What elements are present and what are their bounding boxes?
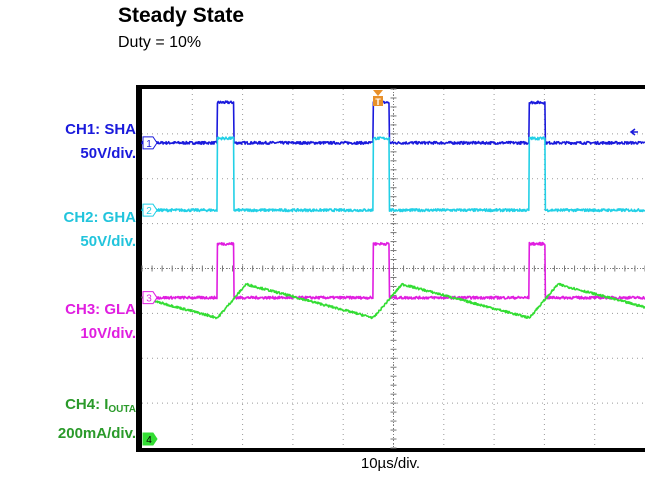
chart-subtitle: Duty = 10% — [118, 34, 202, 51]
ch1-label-block: CH1: SHA 50V/div. — [65, 118, 136, 166]
ch3-scale: 10V/div. — [80, 325, 136, 342]
channel-marker-label: 3 — [146, 294, 152, 305]
channel-marker-label: 1 — [146, 139, 152, 150]
ch1-scale: 50V/div. — [80, 145, 136, 162]
ch1-trace — [141, 100, 645, 145]
ch2-scale: 50V/div. — [80, 233, 136, 250]
channel-marker-label: 4 — [146, 435, 152, 446]
ch2-label: CH2: GHA — [63, 209, 136, 226]
channel-marker-2 — [142, 203, 158, 217]
channel-marker-4 — [142, 432, 158, 446]
ch3-label-block: CH3: GLA 10V/div. — [65, 298, 136, 346]
channel-marker-1 — [142, 136, 158, 150]
ch2-trace — [141, 136, 645, 213]
ch1-offset-arrow-icon — [629, 128, 638, 136]
trigger-box — [373, 96, 383, 106]
trigger-arrow-icon — [373, 90, 383, 96]
x-axis-label: 10µs/div. — [360, 455, 421, 472]
ch4-label-block: CH4: IOUTA 200mA/div. — [58, 393, 136, 446]
grid — [141, 88, 645, 449]
ch4-trace — [141, 282, 645, 320]
ch4-label: CH4: IOUTA — [65, 396, 136, 415]
oscilloscope-screen: 1 2 3 4 T — [136, 85, 645, 452]
traces — [141, 100, 645, 320]
channel-markers: 1 2 3 4 — [142, 136, 158, 446]
channel-marker-label: 2 — [146, 206, 152, 217]
chart-title: Steady State — [118, 4, 245, 27]
ch3-label: CH3: GLA — [65, 301, 136, 318]
ch3-trace — [141, 241, 645, 300]
trigger-label: T — [375, 97, 381, 107]
ch1-label: CH1: SHA — [65, 121, 136, 138]
ch2-label-block: CH2: GHA 50V/div. — [63, 206, 136, 254]
ch4-scale: 200mA/div. — [57, 425, 136, 442]
channel-marker-3 — [142, 291, 158, 305]
trigger-marker: T — [373, 90, 383, 107]
